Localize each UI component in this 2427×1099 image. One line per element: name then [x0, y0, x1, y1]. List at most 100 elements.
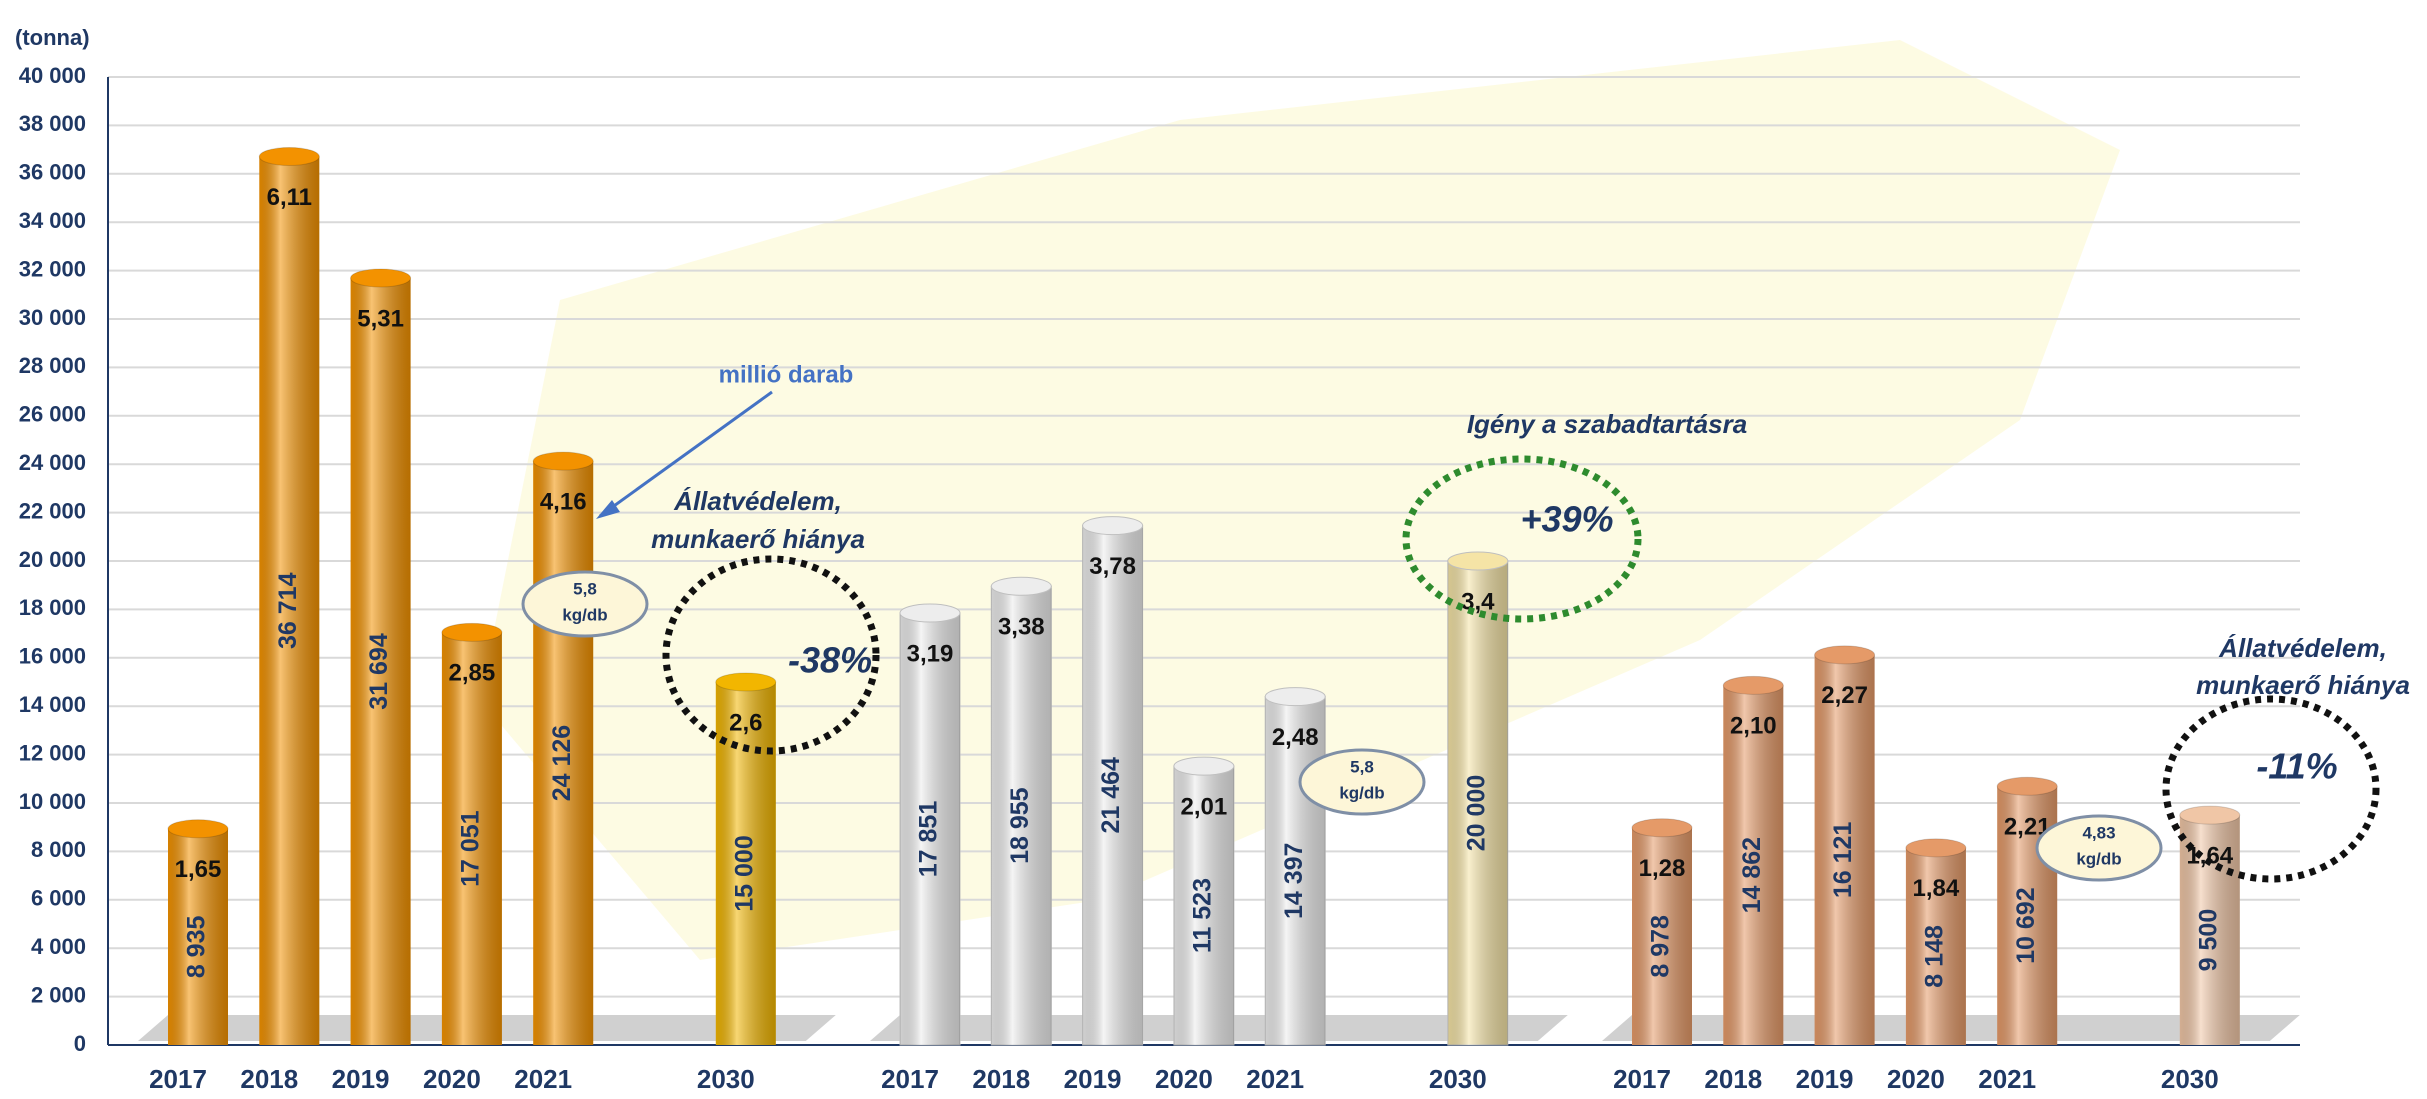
- count-label: 4,16: [540, 488, 587, 515]
- count-label: 1,84: [1913, 875, 1960, 902]
- bar-top: [1083, 517, 1143, 535]
- y-tick-label: 20 000: [19, 547, 86, 572]
- y-tick-label: 2 000: [31, 982, 86, 1007]
- x-tick-label: 2030: [1429, 1064, 1487, 1094]
- x-tick-label: 2021: [1246, 1064, 1304, 1094]
- x-tick-label: 2018: [1704, 1064, 1762, 1094]
- bar-top: [442, 623, 502, 641]
- count-label: 6,11: [267, 184, 312, 211]
- annotation: 5,8: [1350, 757, 1374, 776]
- y-tick-label: 28 000: [19, 353, 86, 378]
- y-tick-label: 16 000: [19, 644, 86, 669]
- annotation: 4,83: [2082, 823, 2115, 842]
- count-label: 3,38: [998, 614, 1045, 641]
- annotation: Állatvédelem,: [2218, 633, 2387, 663]
- y-tick-label: 22 000: [19, 498, 86, 523]
- y-tick-label: 32 000: [19, 256, 86, 281]
- count-label: 3,78: [1089, 553, 1136, 580]
- bar-top: [168, 820, 228, 838]
- value-label: 20 000: [1462, 775, 1490, 851]
- value-label: 8 148: [1921, 925, 1949, 988]
- count-label: 2,27: [1821, 682, 1868, 709]
- x-tick-label: 2017: [881, 1064, 939, 1094]
- y-tick-label: 38 000: [19, 111, 86, 136]
- x-tick-label: 2019: [332, 1064, 390, 1094]
- x-tick-label: 2021: [1978, 1064, 2036, 1094]
- y-tick-label: 4 000: [31, 934, 86, 959]
- bar-top: [1174, 757, 1234, 775]
- y-tick-label: 36 000: [19, 160, 86, 185]
- y-tick-label: 14 000: [19, 692, 86, 717]
- chart: (tonna) 02 0004 0006 0008 00010 00012 00…: [0, 0, 2427, 1099]
- y-tick-label: 30 000: [19, 305, 86, 330]
- bar-top: [991, 577, 1051, 595]
- bar-top: [1632, 819, 1692, 837]
- value-label: 18 955: [1006, 787, 1034, 864]
- value-label: 15 000: [730, 835, 758, 911]
- count-label: 3,19: [907, 640, 954, 667]
- count-label: 2,48: [1272, 724, 1319, 751]
- value-label: 17 051: [457, 810, 485, 887]
- x-tick-label: 2018: [240, 1064, 298, 1094]
- count-label: 2,6: [729, 709, 762, 736]
- bar-top: [716, 673, 776, 691]
- bar-top: [1265, 688, 1325, 706]
- annotation: +39%: [1520, 499, 1613, 540]
- bar-top: [900, 604, 960, 622]
- value-label: 9 500: [2194, 909, 2222, 972]
- bar-top: [1906, 839, 1966, 857]
- value-label: 36 714: [274, 572, 302, 649]
- annotation: kg/db: [1339, 783, 1384, 802]
- bar-top: [533, 452, 593, 470]
- x-tick-label: 2021: [514, 1064, 572, 1094]
- value-label: 31 694: [365, 633, 393, 710]
- x-tick-label: 2017: [1613, 1064, 1671, 1094]
- annotation: Állatvédelem,: [673, 486, 842, 516]
- bar-top: [259, 148, 319, 166]
- y-tick-label: 40 000: [19, 63, 86, 88]
- x-tick-label: 2030: [697, 1064, 755, 1094]
- annotation: kg/db: [2076, 849, 2121, 868]
- bar-top: [1448, 552, 1508, 570]
- y-tick-label: 18 000: [19, 595, 86, 620]
- page: (tonna) 02 0004 0006 0008 00010 00012 00…: [0, 0, 2427, 1099]
- x-tick-label: 2030: [2161, 1064, 2219, 1094]
- y-tick-label: 6 000: [31, 886, 86, 911]
- bar-top: [1723, 676, 1783, 694]
- x-tick-label: 2020: [1887, 1064, 1945, 1094]
- x-tick-label: 2020: [423, 1064, 481, 1094]
- y-tick-label: 26 000: [19, 402, 86, 427]
- value-label: 11 523: [1189, 878, 1217, 953]
- bar-top: [2180, 806, 2240, 824]
- annotation: millió darab: [719, 361, 854, 388]
- value-label: 8 935: [183, 916, 211, 979]
- annotation: munkaerő hiánya: [2196, 670, 2410, 700]
- annotation: kg/db: [562, 605, 607, 624]
- count-label: 1,65: [175, 856, 222, 883]
- count-label: 2,01: [1181, 793, 1228, 820]
- value-label: 21 464: [1097, 757, 1125, 834]
- y-tick-label: 24 000: [19, 450, 86, 475]
- value-label: 8 978: [1647, 915, 1675, 978]
- value-label: 10 692: [2012, 887, 2040, 963]
- value-label: 24 126: [548, 725, 576, 801]
- annotation: Igény a szabadtartásra: [1467, 409, 1747, 439]
- x-tick-label: 2019: [1796, 1064, 1854, 1094]
- x-tick-label: 2020: [1155, 1064, 1213, 1094]
- count-label: 5,31: [357, 305, 404, 332]
- annotation: -11%: [2256, 746, 2337, 787]
- x-tick-label: 2018: [972, 1064, 1030, 1094]
- bar-top: [351, 269, 411, 287]
- count-label: 1,28: [1639, 855, 1686, 882]
- count-label: 2,85: [449, 660, 496, 687]
- y-tick-label: 12 000: [19, 740, 86, 765]
- bar-top: [1997, 777, 2057, 795]
- count-label: 3,4: [1461, 588, 1495, 615]
- y-tick-label: 0: [74, 1031, 86, 1056]
- count-label: 2,10: [1730, 713, 1777, 740]
- value-label: 17 851: [915, 801, 943, 878]
- x-tick-label: 2017: [149, 1064, 207, 1094]
- y-tick-label: 10 000: [19, 789, 86, 814]
- y-tick-label: 8 000: [31, 837, 86, 862]
- value-label: 16 121: [1829, 822, 1857, 899]
